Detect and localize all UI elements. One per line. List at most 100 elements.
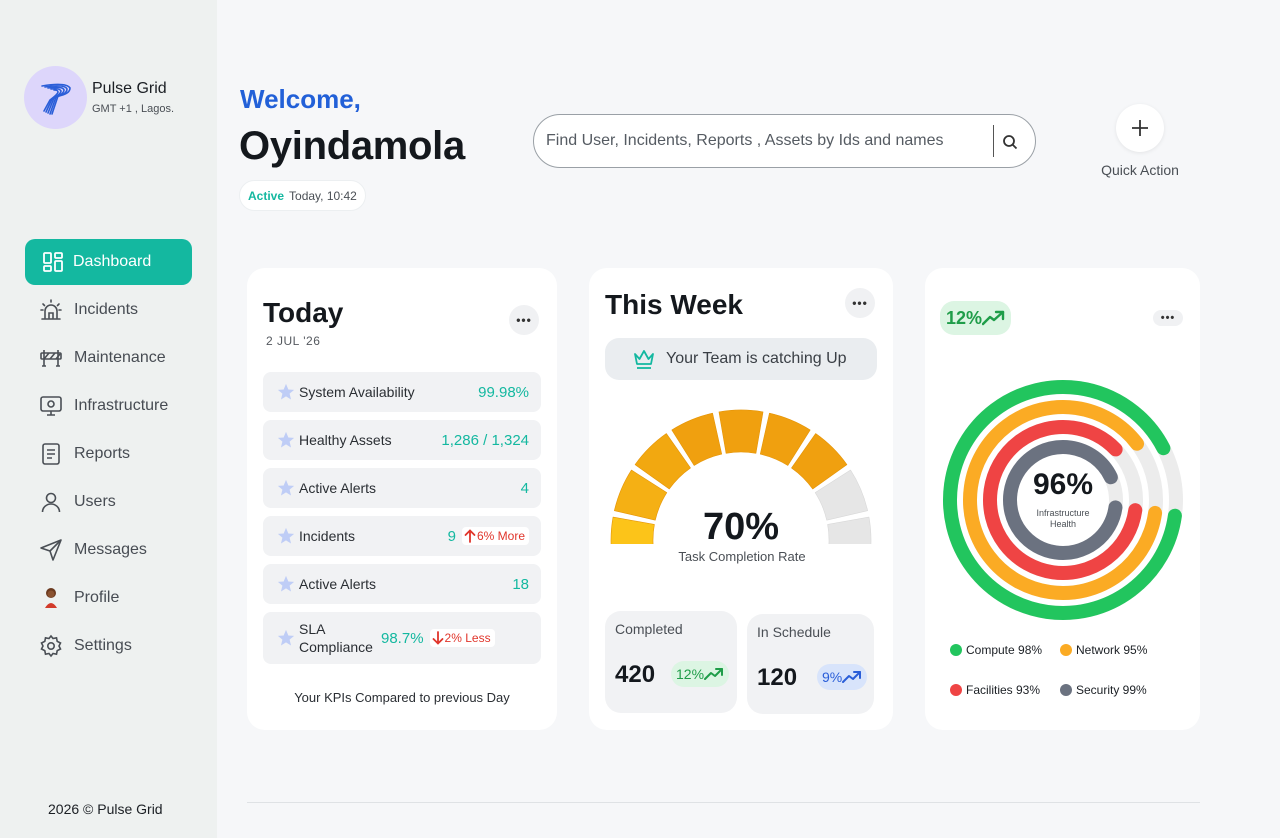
gauge-segment-filled — [759, 412, 811, 466]
star-icon — [277, 527, 295, 544]
gauge-segment-filled — [671, 412, 723, 466]
kpi-row[interactable]: System Availability 99.98% — [263, 372, 541, 412]
sidebar-nav: Dashboard Incidents Maintenance Infrastr… — [25, 239, 192, 671]
monitor-icon — [39, 394, 63, 418]
barrier-icon — [39, 346, 63, 370]
today-card: Today 2 JUL '26 ••• System Availability … — [247, 268, 557, 730]
health-overall: 96% — [1032, 468, 1094, 501]
search-icon — [1003, 135, 1018, 150]
star-icon — [277, 383, 295, 400]
kpi-delta-text: 2% Less — [444, 631, 491, 645]
document-icon — [39, 442, 63, 466]
search-button[interactable] — [997, 129, 1023, 155]
profile-avatar-icon — [39, 586, 63, 610]
legend-label: Network 95% — [1076, 643, 1148, 657]
sidebar-item-reports[interactable]: Reports — [25, 431, 192, 477]
sidebar-item-infrastructure[interactable]: Infrastructure — [25, 383, 192, 429]
week-more-button[interactable]: ••• — [845, 288, 875, 318]
arrow-down-icon — [432, 631, 443, 645]
legend-label: Compute 98% — [966, 643, 1043, 657]
kpi-row[interactable]: Incidents 9 6% More — [263, 516, 541, 556]
today-date: 2 JUL '26 — [266, 334, 321, 348]
completed-stat[interactable]: Completed 420 12% — [605, 611, 737, 713]
health-label-line1: Infrastructure — [1036, 508, 1090, 518]
team-banner-text: Your Team is catching Up — [666, 350, 847, 367]
kpi-value: 9 — [447, 527, 456, 545]
status-label: Active — [248, 188, 285, 203]
health-change: 12% — [946, 307, 983, 328]
health-change-badge: 12% — [940, 301, 1012, 335]
legend-security: Security 99% — [1060, 683, 1147, 697]
brand-timezone: GMT +1 , Lagos. — [92, 103, 175, 115]
copyright: 2026 © Pulse Grid — [48, 801, 163, 817]
ring-network — [963, 400, 1163, 600]
sidebar-item-label: Users — [74, 493, 116, 510]
health-more-button[interactable]: ••• — [1153, 310, 1183, 326]
trend-up-icon — [842, 671, 862, 683]
kpi-name: Active Alerts — [299, 576, 377, 592]
more-icon: ••• — [852, 296, 868, 310]
legend-dot — [950, 644, 962, 656]
today-more-button[interactable]: ••• — [509, 305, 539, 335]
user-icon — [39, 490, 63, 514]
ring-facilities — [983, 420, 1143, 580]
kpi-name: SLA Compliance — [299, 621, 373, 655]
quick-action-button[interactable] — [1116, 104, 1164, 152]
kpi-value: 1,286 / 1,324 — [441, 431, 529, 449]
legend-facilities: Facilities 93% — [950, 683, 1040, 697]
search-divider — [993, 125, 994, 157]
sidebar: Pulse Grid GMT +1 , Lagos. Dashboard Inc… — [0, 0, 217, 838]
legend-label: Facilities 93% — [966, 683, 1041, 697]
sidebar-item-incidents[interactable]: Incidents — [25, 287, 192, 333]
gauge-percent: 70% — [702, 506, 780, 548]
week-card: This Week ••• Your Team is catching Up 7… — [589, 268, 893, 730]
sidebar-item-label: Dashboard — [73, 253, 152, 270]
gauge-label: Task Completion Rate — [678, 549, 806, 564]
in-schedule-value: 120 — [757, 664, 798, 691]
kpi-row[interactable]: Active Alerts 4 — [263, 468, 541, 508]
sidebar-item-label: Infrastructure — [74, 397, 169, 414]
in-schedule-label: In Schedule — [757, 624, 831, 640]
status-badge: Active Today, 10:42 — [239, 180, 366, 211]
welcome-text: Welcome, — [240, 84, 361, 114]
kpi-row[interactable]: Active Alerts 18 — [263, 564, 541, 604]
star-icon — [277, 575, 295, 592]
in-schedule-change-badge: 9% — [817, 664, 868, 690]
search-bar — [533, 114, 1036, 168]
search-input[interactable] — [546, 132, 986, 150]
sidebar-item-label: Incidents — [74, 301, 139, 318]
sidebar-item-profile[interactable]: Profile — [25, 575, 192, 621]
sidebar-item-label: Messages — [74, 541, 147, 558]
kpi-value: 4 — [520, 479, 529, 497]
kpi-name: Incidents — [299, 528, 356, 544]
health-overall-label: Infrastructure Health — [1023, 508, 1103, 530]
sidebar-item-maintenance[interactable]: Maintenance — [25, 335, 192, 381]
legend-network: Network 95% — [1060, 643, 1147, 657]
sidebar-item-messages[interactable]: Messages — [25, 527, 192, 573]
siren-icon — [39, 298, 63, 322]
sidebar-item-settings[interactable]: Settings — [25, 623, 192, 669]
gauge-segment-filled — [791, 433, 848, 490]
kpi-name: System Availability — [299, 384, 415, 400]
more-icon: ••• — [516, 313, 532, 327]
gear-icon — [39, 634, 63, 658]
kpi-value: 18 — [512, 575, 529, 593]
completed-change: 12% — [676, 666, 705, 682]
legend-label: Security 99% — [1076, 683, 1147, 697]
in-schedule-stat[interactable]: In Schedule 120 9% — [747, 614, 874, 714]
arrow-up-icon — [464, 529, 476, 543]
sidebar-item-dashboard[interactable]: Dashboard — [25, 239, 192, 285]
ring-compute — [943, 380, 1183, 620]
week-title: This Week — [605, 289, 743, 320]
sidebar-item-users[interactable]: Users — [25, 479, 192, 525]
gauge-segment-filled — [634, 433, 691, 490]
crown-icon — [634, 350, 654, 369]
infrastructure-health-card: 12% ••• 96% Infrastructure Health Comput… — [925, 268, 1200, 730]
kpi-delta: 6% More — [461, 527, 529, 545]
quick-action-label: Quick Action — [1101, 162, 1179, 178]
kpi-row[interactable]: Healthy Assets 1,286 / 1,324 — [263, 420, 541, 460]
brand[interactable]: Pulse Grid GMT +1 , Lagos. — [24, 66, 174, 129]
kpi-row[interactable]: SLA Compliance 98.7% 2% Less — [263, 612, 541, 664]
sidebar-item-label: Reports — [74, 445, 131, 462]
gauge-segment-empty — [814, 469, 868, 521]
